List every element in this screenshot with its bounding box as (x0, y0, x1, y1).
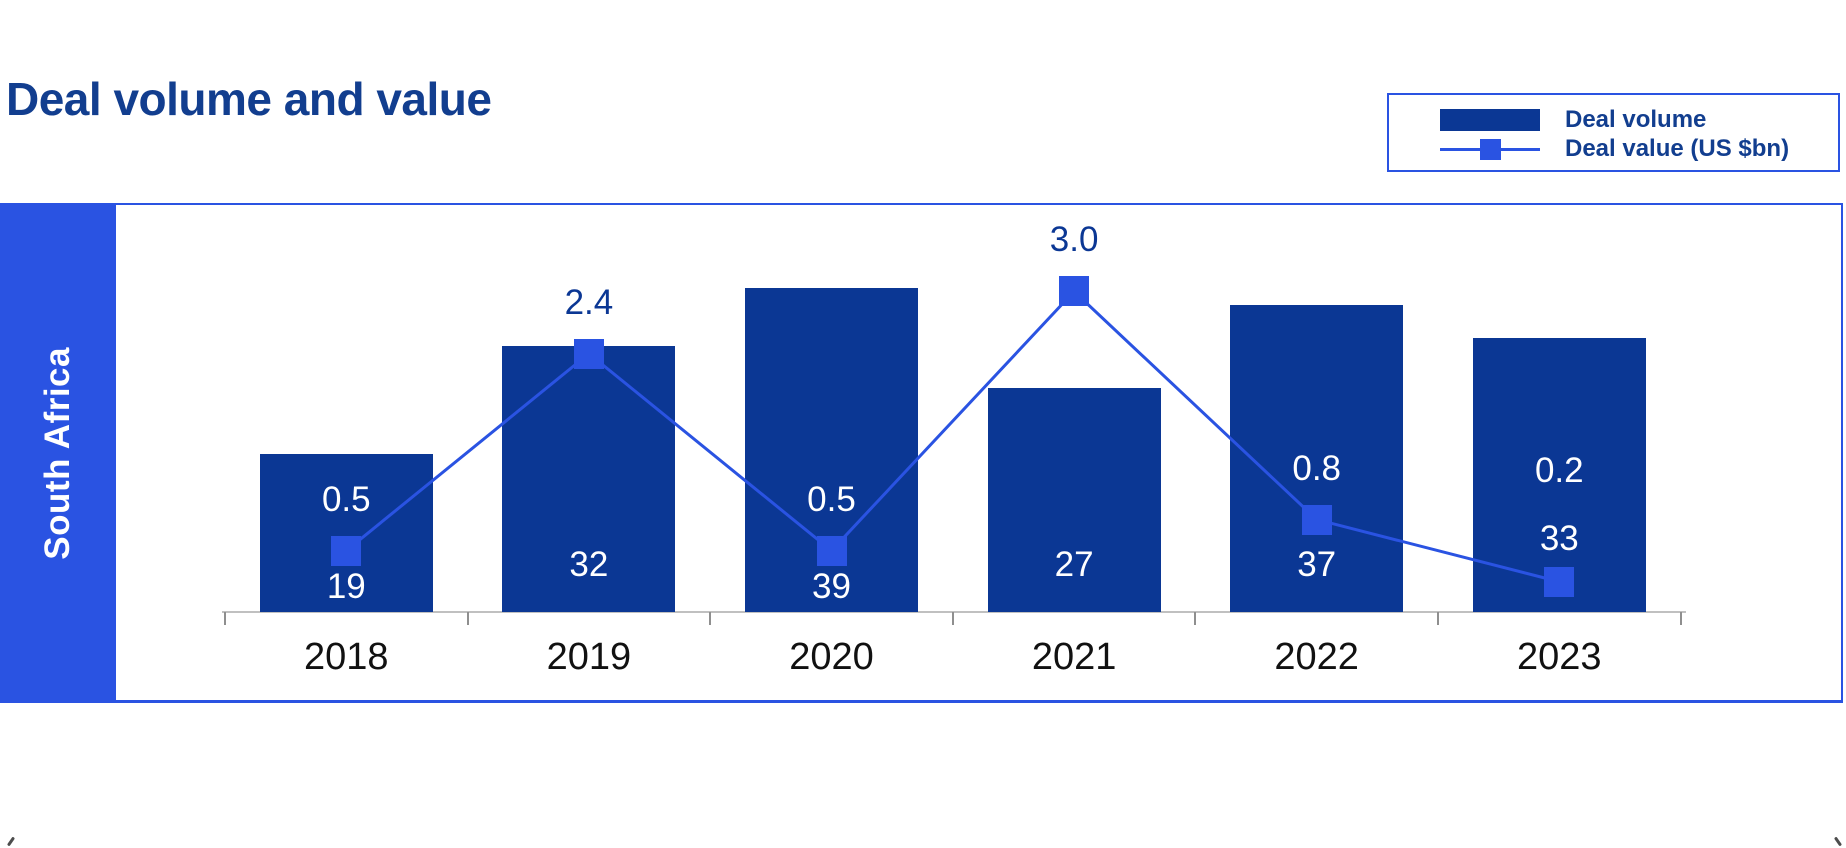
x-axis-label-2023: 2023 (1517, 636, 1602, 678)
x-axis-label-2022: 2022 (1274, 636, 1359, 678)
x-axis-tick (709, 612, 712, 625)
legend-row-deal-volume: Deal volume (1440, 105, 1838, 134)
deal-value-marker-2018 (331, 535, 362, 566)
deal-value-label-2020: 0.5 (807, 479, 856, 519)
deal-volume-label-2018: 19 (326, 566, 366, 606)
legend-square-marker-icon (1480, 138, 1501, 160)
legend-row-deal-value: Deal value (US $bn) (1440, 134, 1838, 163)
legend-label-deal-value: Deal value (US $bn) (1565, 134, 1790, 162)
region-sidebar: South Africa (0, 203, 116, 703)
deal-value-marker-2019 (573, 338, 604, 369)
deal-value-line-swatch (1440, 138, 1540, 160)
x-axis-tick (466, 612, 469, 625)
deal-volume-label-2020: 39 (812, 566, 851, 606)
x-axis-label-2020: 2020 (789, 636, 874, 678)
deal-value-marker-2020 (816, 535, 847, 566)
x-axis-label-2018: 2018 (304, 636, 389, 678)
deal-volume-bar-swatch (1440, 108, 1540, 131)
deal-value-label-2021: 3.0 (1049, 220, 1099, 260)
x-axis-tick (1437, 612, 1439, 625)
deal-value-marker-2022 (1301, 504, 1332, 535)
x-axis-label-2021: 2021 (1031, 636, 1117, 678)
x-axis-tick (224, 612, 226, 625)
deal-value-label-2019: 2.4 (564, 282, 614, 322)
cropped-artifact-left (6, 836, 16, 847)
deal-volume-label-2023: 33 (1539, 518, 1579, 558)
deal-value-marker-2023 (1544, 566, 1575, 597)
deal-value-label-2023: 0.2 (1534, 450, 1584, 490)
deal-volume-label-2019: 32 (569, 545, 609, 584)
x-axis-tick (1679, 612, 1682, 625)
deal-volume-label-2022: 37 (1297, 545, 1337, 584)
region-label: South Africa (38, 346, 77, 560)
x-axis-tick (1194, 612, 1197, 625)
chart-legend: Deal volume Deal value (US $bn) (1387, 93, 1840, 172)
deal-value-marker-2021 (1059, 276, 1090, 307)
deal-value-label-2022: 0.8 (1292, 448, 1342, 488)
deal-volume-label-2021: 27 (1054, 545, 1094, 584)
legend-label-deal-volume: Deal volume (1565, 105, 1707, 133)
x-axis-line (222, 611, 1686, 613)
x-axis-label-2019: 2019 (546, 636, 632, 678)
deal-value-label-2018: 0.5 (321, 479, 371, 519)
cropped-artifact-right (1833, 836, 1843, 847)
page-title: Deal volume and value (6, 73, 492, 125)
x-axis-tick (951, 612, 954, 625)
